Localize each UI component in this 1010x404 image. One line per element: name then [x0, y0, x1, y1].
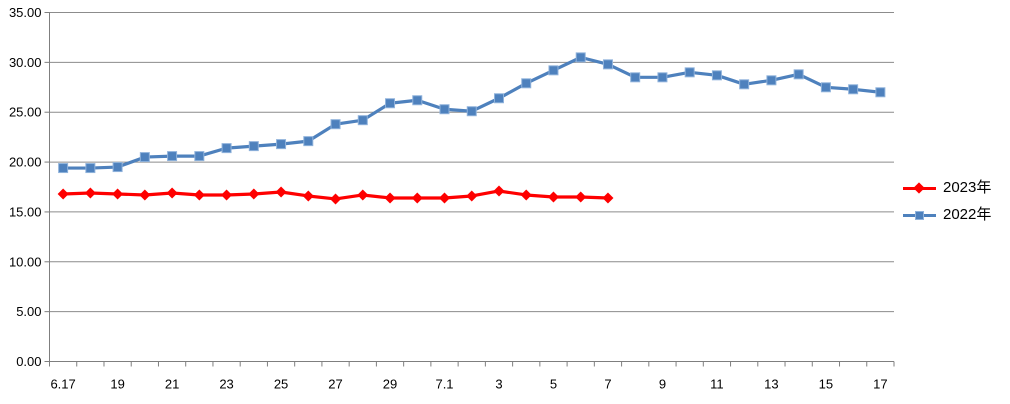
x-axis-label: 27 — [328, 377, 342, 392]
data-point-marker — [602, 59, 613, 70]
legend-label-2023: 2023年 — [943, 179, 992, 196]
y-axis-label: 10.00 — [9, 254, 42, 269]
legend-marker-2022-square-icon — [903, 208, 936, 222]
data-point-marker — [684, 67, 695, 78]
data-point-marker — [248, 141, 259, 152]
data-point-marker — [439, 192, 451, 204]
legend-marker-2023-diamond-icon — [903, 181, 936, 195]
y-axis-label: 0.00 — [16, 354, 41, 369]
data-point-marker — [493, 185, 505, 197]
data-point-marker — [112, 188, 124, 200]
data-point-marker — [385, 98, 396, 109]
y-axis-label: 15.00 — [9, 204, 42, 219]
data-point-marker — [58, 163, 69, 174]
x-axis-label: 29 — [383, 377, 397, 392]
legend: 2023年 2022年 — [903, 178, 991, 225]
data-point-marker — [221, 143, 232, 154]
x-axis-label: 25 — [274, 377, 288, 392]
data-point-marker — [302, 190, 314, 202]
data-point-marker — [820, 82, 831, 93]
data-point-marker — [112, 162, 123, 173]
data-point-marker — [357, 115, 368, 126]
data-point-marker — [466, 190, 478, 202]
x-axis-label: 3 — [495, 377, 502, 392]
data-point-marker — [384, 192, 396, 204]
x-axis-label: 19 — [110, 377, 124, 392]
data-point-marker — [793, 69, 804, 80]
data-point-marker — [575, 52, 586, 63]
legend-item-2022[interactable]: 2022年 — [903, 205, 991, 225]
data-point-marker — [84, 187, 96, 199]
data-point-marker — [711, 70, 722, 81]
data-point-marker — [575, 191, 587, 203]
data-point-marker — [875, 87, 886, 98]
data-point-marker — [248, 188, 260, 200]
data-point-marker — [466, 106, 477, 117]
data-point-marker — [330, 193, 342, 205]
data-point-marker — [493, 93, 504, 104]
x-axis-label: 23 — [219, 377, 233, 392]
data-point-marker — [739, 79, 750, 90]
y-axis-label: 20.00 — [9, 155, 42, 170]
data-point-marker — [357, 189, 369, 201]
x-axis-label: 6.17 — [50, 377, 75, 392]
data-point-marker — [412, 95, 423, 106]
x-axis-label: 5 — [550, 377, 557, 392]
data-point-marker — [194, 151, 205, 162]
legend-item-2023[interactable]: 2023年 — [903, 178, 991, 198]
x-axis-label: 13 — [764, 377, 778, 392]
data-point-marker — [139, 189, 151, 201]
data-point-marker — [167, 151, 178, 162]
data-point-marker — [547, 191, 559, 203]
data-point-marker — [275, 186, 287, 198]
data-point-marker — [521, 78, 532, 89]
data-point-marker — [439, 104, 450, 115]
y-axis-label: 5.00 — [16, 304, 41, 319]
data-point-marker — [630, 72, 641, 83]
data-point-marker — [303, 136, 314, 147]
data-point-marker — [330, 119, 341, 130]
data-point-marker — [166, 187, 178, 199]
data-point-marker — [193, 189, 205, 201]
x-axis-label: 21 — [165, 377, 179, 392]
data-point-marker — [411, 192, 423, 204]
data-point-marker — [221, 189, 233, 201]
data-point-marker — [57, 188, 69, 200]
data-point-marker — [848, 84, 859, 95]
data-point-marker — [520, 189, 532, 201]
data-point-marker — [139, 152, 150, 163]
x-axis-label: 11 — [710, 377, 724, 392]
x-axis-label: 7.1 — [435, 377, 453, 392]
data-point-marker — [657, 72, 668, 83]
data-point-marker — [85, 163, 96, 174]
y-axis-label: 30.00 — [9, 55, 42, 70]
data-point-marker — [276, 139, 287, 150]
x-axis-label: 17 — [873, 377, 887, 392]
data-point-marker — [602, 192, 614, 204]
data-point-marker — [548, 65, 559, 76]
y-axis-label: 25.00 — [9, 105, 42, 120]
y-axis-label: 35.00 — [9, 5, 42, 20]
x-axis-label: 15 — [819, 377, 833, 392]
data-point-marker — [766, 75, 777, 86]
legend-label-2022: 2022年 — [943, 206, 992, 223]
x-axis-label: 7 — [604, 377, 611, 392]
x-axis-label: 9 — [659, 377, 666, 392]
